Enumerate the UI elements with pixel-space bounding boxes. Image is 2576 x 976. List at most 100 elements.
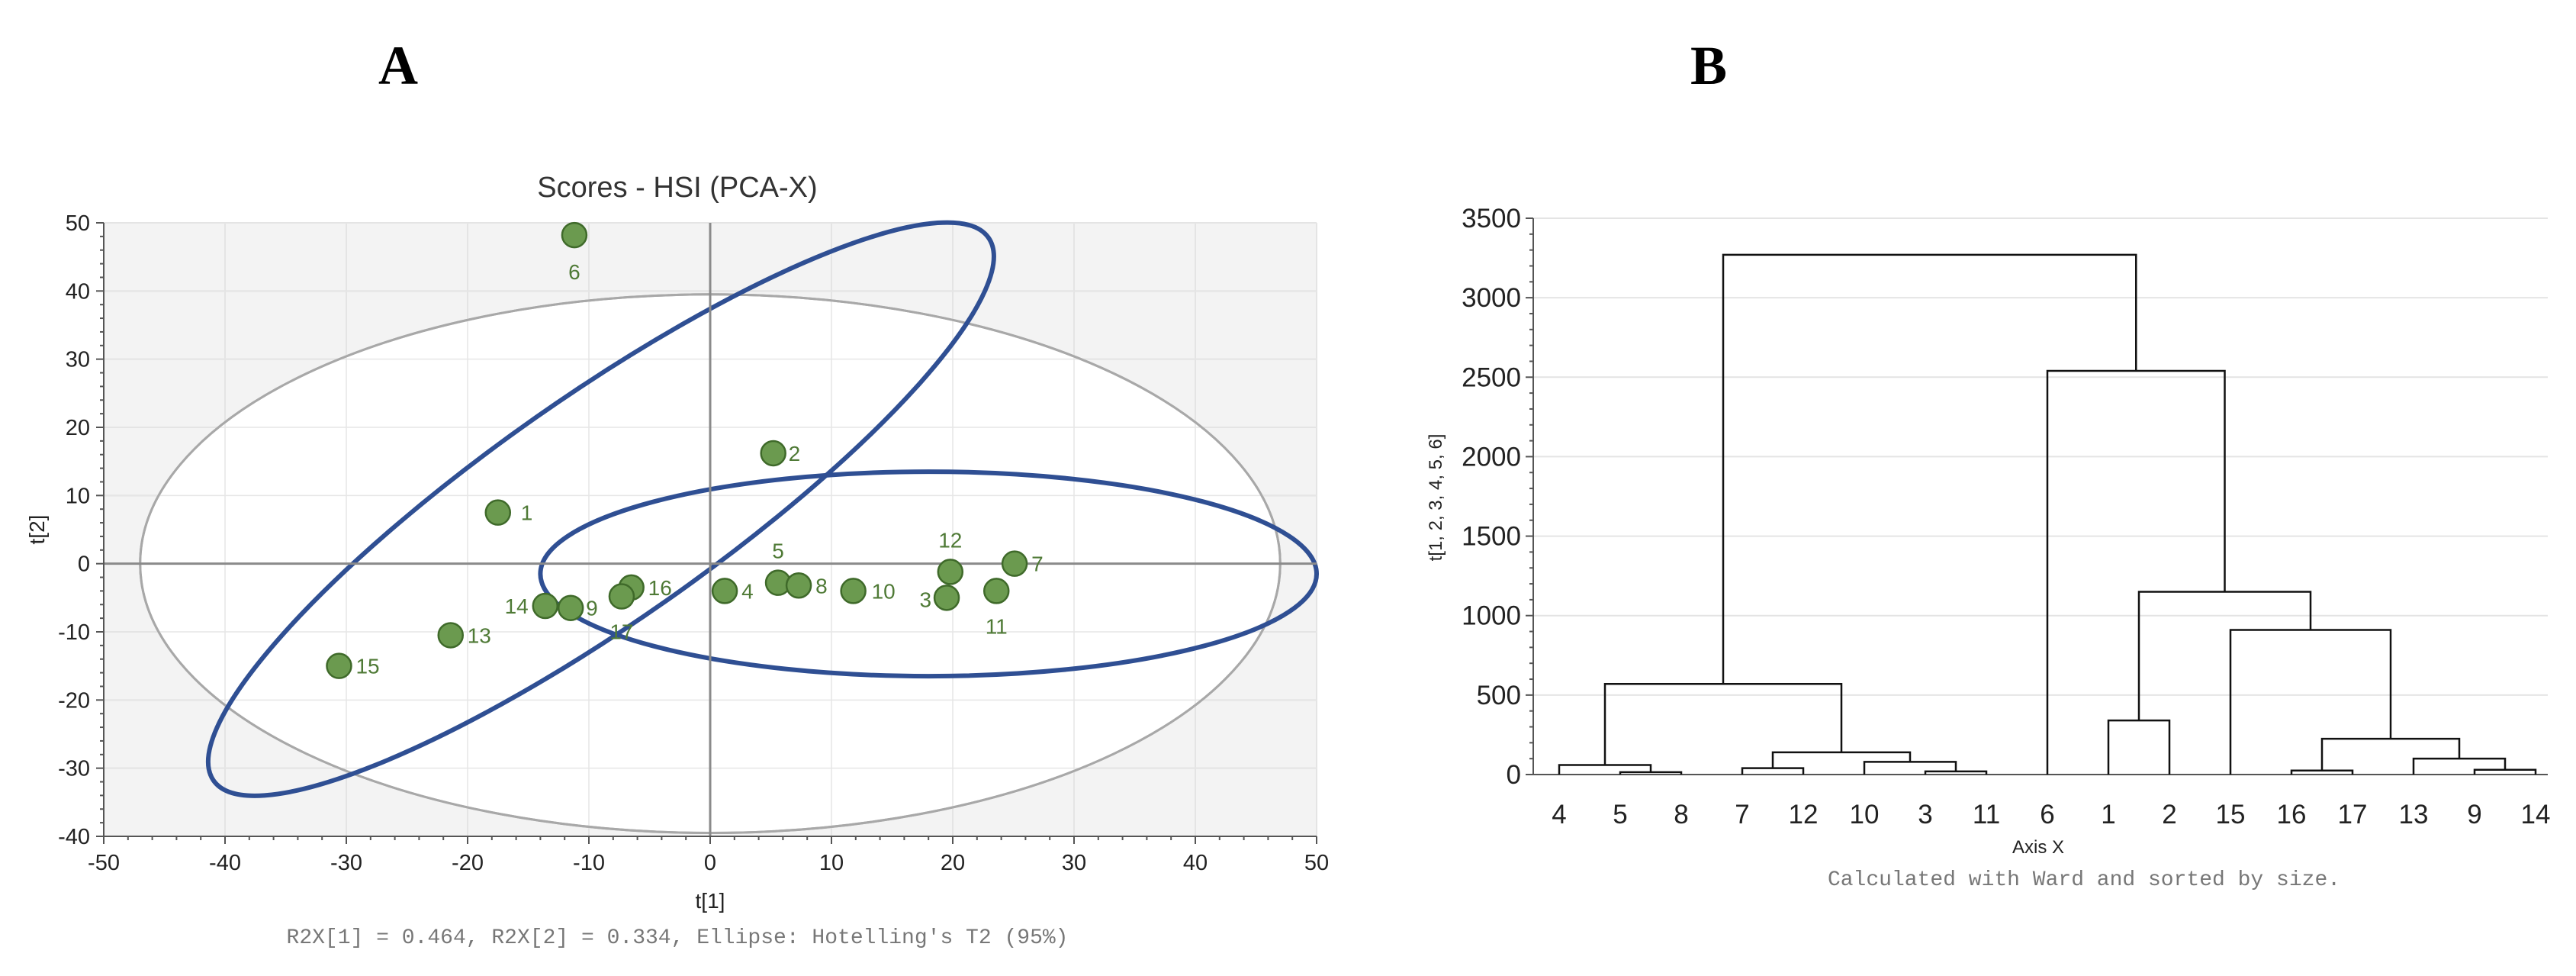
dendrogram-leaf-3: 3 xyxy=(1918,800,1932,829)
pca-title: Scores - HSI (PCA-X) xyxy=(537,172,817,204)
dendrogram-ylabel: t[1, 2, 3, 4, 5, 6] xyxy=(1426,434,1446,562)
dendrogram-y-tick-label: 3000 xyxy=(1462,283,1521,313)
pca-point-label-16: 16 xyxy=(648,576,672,600)
pca-point-13 xyxy=(437,622,464,649)
pca-point-label-8: 8 xyxy=(815,574,828,598)
pca-y-tick-label: 40 xyxy=(66,279,90,304)
dendrogram-leaf-labels: 4 5 8 7 12 10 3 11 6 1 2 15 16 17 13 9 14 xyxy=(1552,800,2550,829)
pca-tick-labels: -50 -40 -30 -20 -10 0 10 20 30 40 50-40-30-20-1001… xyxy=(58,211,1329,875)
dendrogram-link-4 xyxy=(1863,761,1957,775)
pca-point-label-3: 3 xyxy=(919,588,931,611)
dendrogram-leaf-16: 16 xyxy=(2277,800,2307,829)
pca-x-tick-label: -10 xyxy=(573,851,605,875)
pca-point-label-17: 17 xyxy=(609,620,633,644)
pca-y-tick-label: 10 xyxy=(66,484,90,508)
pca-point-12 xyxy=(937,559,964,585)
dendrogram-xlabel: Axis X xyxy=(2012,837,2064,858)
dendrogram-y-tick-label: 500 xyxy=(1477,681,1521,710)
pca-xlabel: t[1] xyxy=(696,889,725,913)
pca-point-11 xyxy=(982,578,1010,604)
pca-footnote: R2X[1] = 0.464, R2X[2] = 0.334, Ellipse:… xyxy=(287,926,1069,950)
pca-point-6 xyxy=(561,221,588,249)
dendrogram-leaf-5: 5 xyxy=(1613,800,1627,829)
dendrogram-y-tick-label: 1000 xyxy=(1462,601,1521,631)
dendrogram-leaf-1: 1 xyxy=(2101,800,2115,829)
dendrogram-y-tick-label: 2500 xyxy=(1462,362,1521,392)
dendrogram-link-7 xyxy=(2107,719,2171,775)
dendrogram-tick-labels: 0 500 1000 1500 2000 2500 3000 3500 xyxy=(1462,204,1521,790)
pca-y-tick-label: -20 xyxy=(58,688,90,713)
dendrogram-leaf-13: 13 xyxy=(2399,800,2429,829)
pca-point-label-7: 7 xyxy=(1031,552,1044,576)
pca-point-7 xyxy=(1001,550,1028,577)
pca-x-tick-label: -30 xyxy=(330,851,362,875)
dendrogram-gridlines xyxy=(1533,217,2548,696)
pca-x-tick-label: -50 xyxy=(88,851,120,875)
pca-x-tick-label: 20 xyxy=(941,851,965,875)
pca-point-label-2: 2 xyxy=(789,442,801,465)
pca-x-tick-label: 40 xyxy=(1183,851,1208,875)
pca-point-label-10: 10 xyxy=(872,579,896,603)
pca-axes xyxy=(96,222,1317,844)
dendrogram-leaf-11: 11 xyxy=(1973,800,2000,829)
dendrogram-y-tick-label: 3500 xyxy=(1462,204,1521,234)
pca-x-tick-label: -40 xyxy=(209,851,241,875)
dendrogram-y-tick-label: 1500 xyxy=(1462,522,1521,552)
pca-x-tick-label: 30 xyxy=(1062,851,1086,875)
pca-y-tick-label: -10 xyxy=(58,620,90,645)
pca-point-label-5: 5 xyxy=(772,540,784,563)
dendrogram-leaf-8: 8 xyxy=(1674,800,1688,829)
pca-point-4 xyxy=(711,578,738,604)
pca-point-label-12: 12 xyxy=(938,528,962,552)
group-right-outline xyxy=(538,469,1319,679)
pca-y-tick-label: 20 xyxy=(66,416,90,440)
pca-point-label-6: 6 xyxy=(568,260,580,284)
dendrogram-link-10 xyxy=(2412,757,2507,775)
pca-y-tick-label: -30 xyxy=(58,757,90,781)
pca-point-label-1: 1 xyxy=(521,501,533,525)
pca-point-8 xyxy=(785,572,812,599)
dendrogram-leaf-12: 12 xyxy=(1789,800,1819,829)
pca-y-tick-label: -40 xyxy=(58,825,90,849)
dendrogram-footnote: Calculated with Ward and sorted by size. xyxy=(1828,868,2340,892)
pca-y-tick-label: 50 xyxy=(66,211,90,236)
pca-point-10 xyxy=(840,578,867,604)
dendrogram-link-14 xyxy=(2046,369,2226,775)
dendrogram-leaf-9: 9 xyxy=(2467,800,2481,829)
pca-point-14 xyxy=(532,592,559,620)
dendrogram-link-15 xyxy=(1722,253,2137,684)
dendrogram-y-tick-label: 2000 xyxy=(1462,442,1521,472)
panel-letter-b: B xyxy=(1690,35,1727,96)
dendrogram-leaf-7: 7 xyxy=(1735,800,1749,829)
dendrogram-link-2 xyxy=(1741,767,1805,775)
pca-point-label-15: 15 xyxy=(355,655,379,678)
pca-x-tick-label: -20 xyxy=(452,851,484,875)
dendrogram-link-5 xyxy=(1771,751,1912,768)
pca-point-label-14: 14 xyxy=(505,594,529,618)
dendrogram-y-tick-label: 0 xyxy=(1507,760,1521,790)
pca-x-tick-label: 0 xyxy=(704,851,716,875)
dendrogram-leaf-2: 2 xyxy=(2162,800,2176,829)
dendrogram-links xyxy=(1558,253,2537,775)
dendrogram-link-11 xyxy=(2320,737,2461,771)
pca-y-tick-label: 0 xyxy=(78,552,90,577)
pca-score-plot: Scores - HSI (PCA-X) -50 -40 -30 -20 -10 0 10 2… xyxy=(25,172,1329,950)
pca-point-15 xyxy=(326,652,352,679)
pca-point-17 xyxy=(608,583,635,610)
panel-letter-a: A xyxy=(378,35,418,96)
dendrogram-leaf-6: 6 xyxy=(2040,800,2054,829)
dendrogram-link-0 xyxy=(1619,771,1683,775)
pca-point-2 xyxy=(760,440,786,467)
pca-y-tick-label: 30 xyxy=(66,348,90,372)
group-left-outline xyxy=(205,220,996,798)
pca-x-tick-label: 10 xyxy=(819,851,844,875)
pca-point-9 xyxy=(557,594,584,621)
pca-point-label-13: 13 xyxy=(468,623,491,647)
dendrogram-leaf-15: 15 xyxy=(2216,800,2246,829)
dendrogram-leaf-4: 4 xyxy=(1552,800,1566,829)
dendrogram-leaf-17: 17 xyxy=(2338,800,2368,829)
pca-point-label-9: 9 xyxy=(586,597,598,620)
pca-point-label-11: 11 xyxy=(986,614,1008,638)
